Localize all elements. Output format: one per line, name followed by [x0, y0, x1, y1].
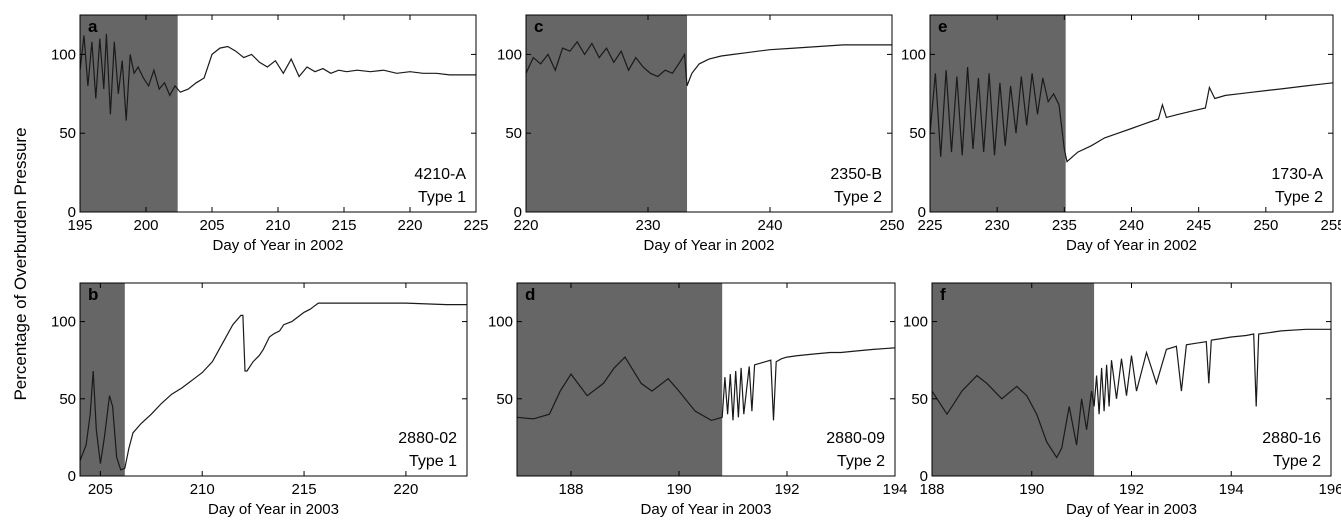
- panel-letter: f: [940, 285, 946, 304]
- panel-a: 195 200 205 210 215 220 225 0 50 100 Day of Year i…: [51, 14, 489, 254]
- y-tick-label: 50: [496, 391, 513, 408]
- panel-letter: a: [88, 17, 98, 36]
- y-tick-label: 100: [497, 46, 522, 63]
- x-tick-label: 220: [393, 481, 418, 498]
- panel-letter: d: [525, 285, 535, 304]
- panel-b: 205 210 215 220 0 50 100 Day of Year in 2003 b 28…: [51, 282, 468, 518]
- x-axis-label: Day of Year in 2003: [208, 501, 339, 518]
- pressure-line: [525, 40, 892, 87]
- station-label: 2880-16: [1262, 430, 1321, 447]
- panel-letter: e: [938, 17, 947, 36]
- pressure-line: [929, 66, 1334, 163]
- x-tick-label: 235: [1052, 217, 1077, 234]
- pressure-line: [931, 328, 1331, 459]
- y-tick-label: 0: [920, 468, 928, 485]
- panel-d: 188 190 192 194 50 100 Day of Year in 2003 d 288…: [488, 282, 908, 518]
- x-tick-label: 215: [292, 481, 317, 498]
- station-label: 1730-A: [1271, 166, 1323, 183]
- x-tick-label: 255: [1320, 217, 1341, 234]
- panel-c: 220 230 240 250 0 50 100 Day of Year in 2002 c 23…: [497, 14, 905, 254]
- x-tick-label: 215: [331, 217, 356, 234]
- x-tick-label: 245: [1186, 217, 1211, 234]
- x-tick-label: 230: [985, 217, 1010, 234]
- y-tick-label: 100: [901, 46, 926, 63]
- x-axis-label: Day of Year in 2002: [644, 237, 775, 254]
- x-tick-label: 225: [917, 217, 942, 234]
- x-tick-label: 188: [919, 481, 944, 498]
- shaded-region: [80, 283, 125, 476]
- pressure-line: [79, 33, 476, 121]
- x-axis-label: Day of Year in 2003: [1066, 501, 1197, 518]
- y-tick-label: 100: [903, 314, 928, 331]
- x-tick-label: 196: [1318, 481, 1341, 498]
- type-label: Type 1: [409, 453, 457, 470]
- y-tick-label: 0: [68, 468, 76, 485]
- y-axis-label: Percentage of Overburden Pressure: [11, 127, 30, 400]
- shaded-region: [526, 15, 688, 212]
- x-tick-label: 192: [774, 481, 799, 498]
- x-tick-label: 225: [463, 217, 488, 234]
- plot-frame: [516, 282, 896, 477]
- x-tick-label: 205: [88, 481, 113, 498]
- panel-e: 225 230 235 240 245 250 255 0 50 100 Day of Year i…: [901, 14, 1341, 254]
- panel-letter: c: [534, 17, 543, 36]
- type-label: Type 2: [1273, 453, 1321, 470]
- pressure-line: [516, 347, 896, 422]
- y-tick-label: 50: [911, 391, 928, 408]
- pressure-line: [79, 302, 467, 471]
- shaded-region: [80, 15, 178, 212]
- type-label: Type 2: [837, 453, 885, 470]
- x-tick-label: 220: [513, 217, 538, 234]
- x-tick-label: 230: [635, 217, 660, 234]
- panel-letter: b: [88, 285, 98, 304]
- type-label: Type 1: [418, 189, 466, 206]
- y-tick-label: 0: [514, 204, 522, 221]
- x-axis-label: Day of Year in 2002: [213, 237, 344, 254]
- x-tick-label: 210: [265, 217, 290, 234]
- shaded-region: [517, 283, 723, 476]
- shaded-region: [932, 283, 1095, 476]
- y-tick-label: 50: [909, 125, 926, 142]
- y-tick-label: 100: [51, 314, 76, 331]
- panel-f: 188 190 192 194 196 0 50 100 Day of Year in 2003…: [903, 282, 1341, 518]
- x-tick-label: 194: [1219, 481, 1244, 498]
- x-axis-label: Day of Year in 2003: [641, 501, 772, 518]
- x-tick-label: 195: [67, 217, 92, 234]
- x-tick-label: 192: [1119, 481, 1144, 498]
- type-label: Type 2: [1275, 189, 1323, 206]
- type-label: Type 2: [834, 189, 882, 206]
- station-label: 2880-02: [398, 430, 457, 447]
- y-tick-label: 100: [51, 46, 76, 63]
- x-tick-label: 205: [199, 217, 224, 234]
- y-tick-label: 50: [505, 125, 522, 142]
- plot-frame: [79, 282, 468, 477]
- x-tick-label: 194: [882, 481, 907, 498]
- y-tick-label: 50: [59, 125, 76, 142]
- station-label: 2880-09: [826, 430, 885, 447]
- plot-frame: [525, 14, 893, 213]
- x-tick-label: 220: [397, 217, 422, 234]
- x-tick-label: 210: [190, 481, 215, 498]
- x-tick-label: 250: [1253, 217, 1278, 234]
- x-tick-label: 190: [1019, 481, 1044, 498]
- station-label: 2350-B: [830, 166, 882, 183]
- x-tick-label: 240: [757, 217, 782, 234]
- x-tick-label: 188: [558, 481, 583, 498]
- x-tick-label: 200: [133, 217, 158, 234]
- y-tick-label: 0: [68, 204, 76, 221]
- x-tick-label: 250: [879, 217, 904, 234]
- y-tick-label: 0: [918, 204, 926, 221]
- x-tick-label: 190: [666, 481, 691, 498]
- station-label: 4210-A: [414, 166, 466, 183]
- x-tick-label: 240: [1119, 217, 1144, 234]
- y-tick-label: 50: [59, 391, 76, 408]
- y-tick-label: 100: [488, 314, 513, 331]
- x-axis-label: Day of Year in 2002: [1066, 237, 1197, 254]
